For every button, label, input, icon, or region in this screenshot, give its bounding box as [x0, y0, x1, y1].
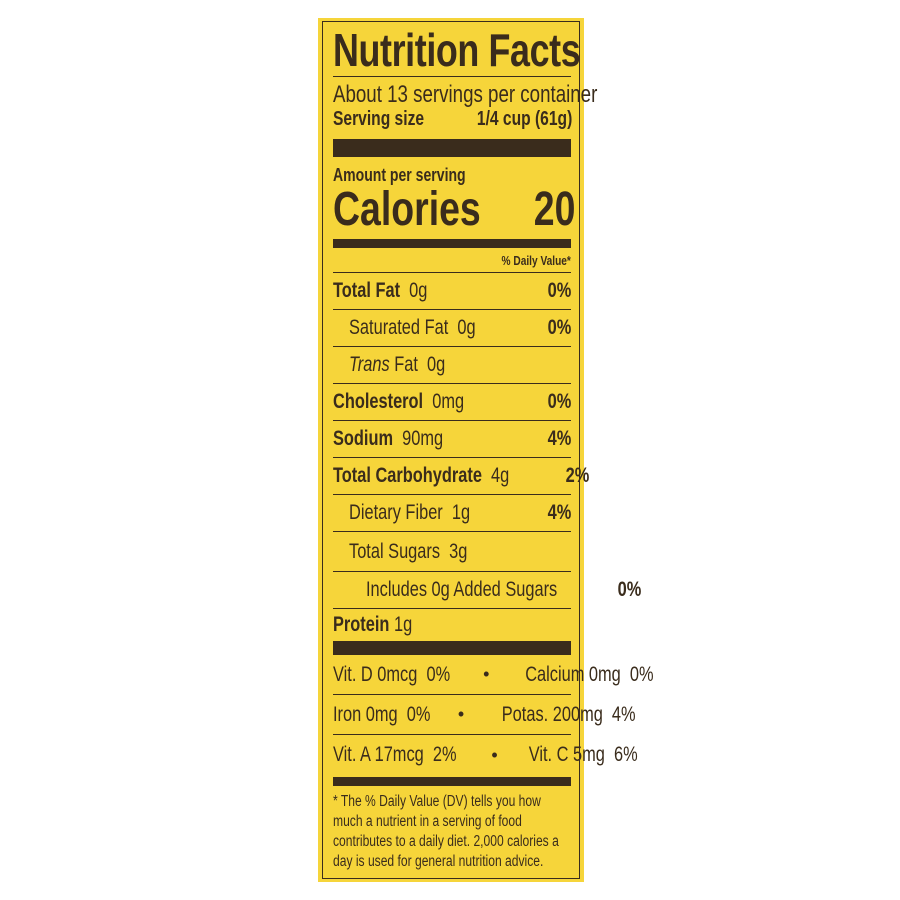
- nutrient-name: Total Carbohydrate: [333, 464, 482, 487]
- bullet-icon: •: [483, 664, 490, 684]
- nutrient-dv: 4%: [547, 427, 571, 450]
- nutrient-dv: 0%: [617, 578, 642, 601]
- nutrient-dv: 0%: [547, 316, 571, 339]
- nutrient-row-saturated-fat: Saturated Fat 0g 0%: [333, 310, 571, 347]
- vitamin-left: Iron 0mg 0%: [333, 702, 431, 726]
- nutrient-dv: 0%: [547, 279, 571, 302]
- nutrient-amount: 1g: [393, 613, 413, 636]
- medium-divider: [333, 239, 571, 248]
- nutrient-name-italic: Trans: [349, 353, 390, 376]
- vitamin-right: Vit. C 5mg 6%: [528, 743, 638, 766]
- footnote-text: * The % Daily Value (DV) tells you how m…: [333, 793, 559, 870]
- servings-per-container: About 13 servings per container: [333, 79, 597, 108]
- thick-divider: [333, 641, 571, 655]
- nutrient-name: Includes 0g Added Sugars: [366, 578, 558, 601]
- nutrient-name: Cholesterol: [333, 390, 424, 413]
- nutrient-row-protein: Protein 1g: [333, 609, 571, 641]
- label-title: Nutrition Facts: [333, 22, 581, 77]
- vitamin-row: Vit. A 17mcg 2% • Vit. C 5mg 6%: [333, 735, 637, 775]
- bullet-icon: •: [491, 744, 498, 765]
- servings-text: About 13 servings per container: [333, 81, 598, 108]
- daily-value-header: % Daily Value*: [333, 248, 571, 273]
- nutrient-amount: 0g: [409, 279, 428, 302]
- nutrient-row-total-carbohydrate: Total Carbohydrate 4g 2%: [333, 458, 589, 495]
- calories-label: Calories: [333, 183, 481, 236]
- nutrient-name: Fat: [394, 353, 418, 376]
- bullet-icon: •: [457, 704, 465, 724]
- nutrient-row-added-sugars: Includes 0g Added Sugars 0%: [333, 572, 642, 609]
- nutrient-row-total-sugars: Total Sugars 3g: [333, 532, 571, 572]
- serving-size: Serving size 1/4 cup (61g): [333, 107, 572, 131]
- calories-value: 20: [534, 183, 576, 236]
- nutrient-dv: 2%: [565, 464, 590, 487]
- medium-divider: [333, 777, 571, 786]
- amount-per-serving: Amount per serving: [333, 163, 571, 185]
- amount-text: Amount per serving: [333, 165, 466, 185]
- thick-divider: [333, 139, 571, 157]
- footnote: * The % Daily Value (DV) tells you how m…: [333, 792, 571, 872]
- nutrient-row-total-fat: Total Fat 0g 0%: [333, 273, 571, 310]
- title-text: Nutrition Facts: [333, 24, 581, 76]
- nutrient-amount: 3g: [449, 539, 468, 563]
- nutrient-dv: 4%: [547, 501, 571, 524]
- nutrient-amount: 1g: [451, 501, 471, 524]
- nutrient-amount: 0g: [457, 316, 476, 339]
- nutrient-dv: 0%: [547, 390, 571, 413]
- nutrient-amount: 90mg: [402, 427, 444, 450]
- nutrient-row-sodium: Sodium 90mg 4%: [333, 421, 571, 458]
- nutrient-amount: 0g: [426, 353, 446, 376]
- serving-size-value: 1/4 cup (61g): [476, 108, 572, 130]
- serving-size-label: Serving size: [333, 108, 425, 130]
- dv-header-text: % Daily Value*: [501, 253, 571, 268]
- nutrient-name: Total Fat: [333, 279, 401, 302]
- vitamin-right: Calcium 0mg 0%: [525, 662, 655, 686]
- vitamin-left: Vit. A 17mcg 2%: [333, 743, 457, 766]
- nutrient-row-trans-fat: Trans Fat 0g: [333, 347, 571, 384]
- nutrient-name: Protein: [333, 613, 390, 636]
- nutrient-amount: 0mg: [432, 390, 465, 413]
- nutrient-row-cholesterol: Cholesterol 0mg 0%: [333, 384, 571, 421]
- nutrition-label: Nutrition Facts About 13 servings per co…: [318, 18, 654, 882]
- vitamin-row: Iron 0mg 0% • Potas. 200mg 4%: [333, 695, 636, 735]
- nutrient-amount: 4g: [491, 464, 510, 487]
- calories-row: Calories 20: [333, 183, 576, 236]
- nutrient-name: Dietary Fiber: [349, 501, 443, 524]
- nutrient-name: Total Sugars: [349, 539, 441, 563]
- vitamin-right: Potas. 200mg 4%: [501, 702, 636, 726]
- nutrient-name: Sodium: [333, 427, 394, 450]
- nutrient-name: Saturated Fat: [349, 316, 449, 339]
- nutrient-row-dietary-fiber: Dietary Fiber 1g 4%: [333, 495, 571, 532]
- vitamin-row: Vit. D 0mcg 0% • Calcium 0mg 0%: [333, 655, 654, 695]
- vitamin-left: Vit. D 0mcg 0%: [333, 662, 451, 686]
